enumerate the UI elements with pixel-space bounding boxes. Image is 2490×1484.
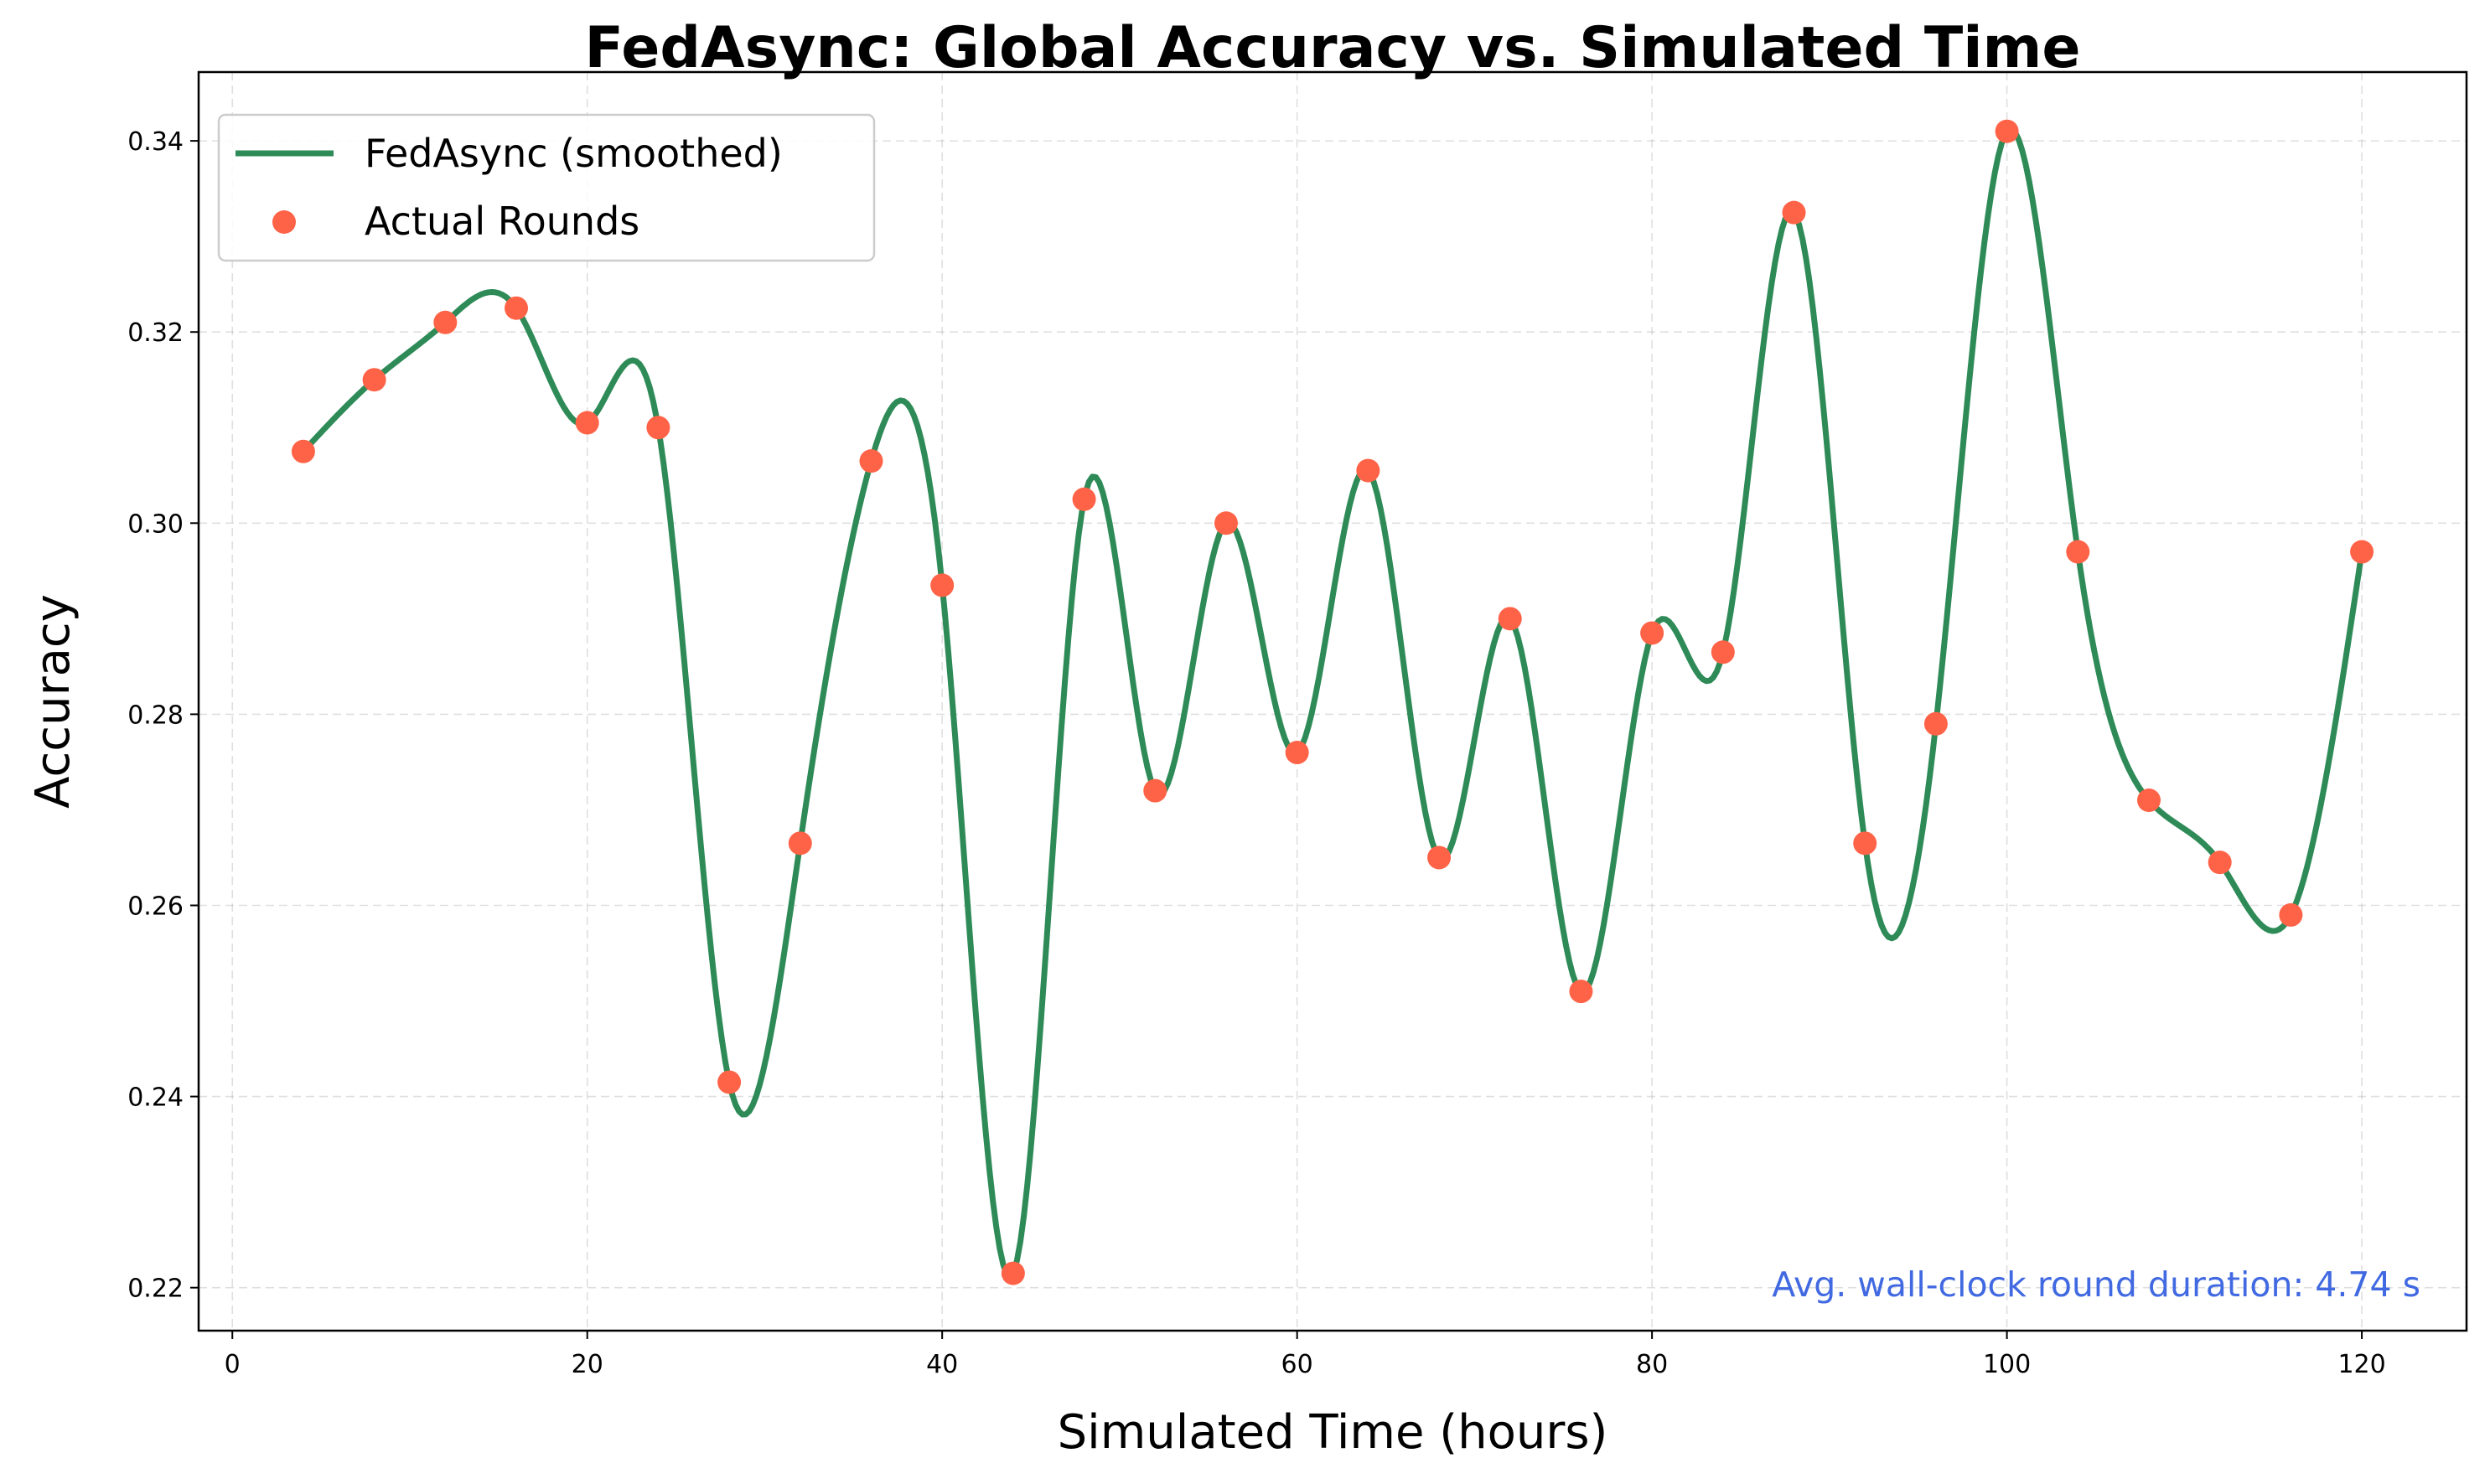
round-point: [2136, 789, 2161, 813]
x-axis-ticks: 0 20 40 60 80 100 120: [225, 1331, 2386, 1379]
round-point: [1640, 621, 1664, 645]
round-point: [433, 310, 458, 334]
round-point: [2208, 851, 2232, 875]
round-point: [1214, 511, 1238, 535]
round-point: [1569, 980, 1593, 1004]
y-tick-label: 0.32: [127, 318, 184, 348]
x-axis-label: Simulated Time (hours): [1058, 1405, 1608, 1460]
legend-label-rounds: Actual Rounds: [365, 199, 639, 244]
grid: [199, 72, 2467, 1331]
x-tick-label: 0: [225, 1350, 241, 1379]
legend-label-smoothed: FedAsync (smoothed): [365, 131, 783, 176]
round-point: [291, 439, 315, 463]
x-tick-label: 120: [2337, 1350, 2385, 1379]
round-point: [930, 573, 955, 597]
round-point: [2066, 540, 2090, 564]
round-point: [362, 368, 386, 392]
y-axis-label: Accuracy: [26, 594, 80, 809]
x-tick-label: 60: [1281, 1350, 1313, 1379]
round-point: [717, 1070, 742, 1094]
round-point: [1995, 119, 2019, 143]
round-point: [788, 831, 812, 856]
y-axis-ticks: 0.22 0.24 0.26 0.28 0.30 0.32 0.34: [127, 127, 199, 1304]
plot-area: [291, 119, 2374, 1285]
x-tick-label: 100: [1983, 1350, 2031, 1379]
round-point: [1782, 200, 1806, 225]
round-point: [859, 449, 883, 473]
y-tick-label: 0.28: [127, 701, 184, 730]
axes-frame: [197, 70, 2468, 1332]
round-point: [1427, 845, 1452, 870]
round-point: [646, 416, 670, 440]
round-point: [1072, 487, 1096, 511]
x-tick-label: 20: [572, 1350, 603, 1379]
round-point: [1853, 831, 1877, 856]
legend-dot-swatch: [272, 210, 296, 234]
y-tick-label: 0.30: [127, 509, 184, 539]
y-tick-label: 0.24: [127, 1083, 184, 1113]
round-duration-annotation: Avg. wall-clock round duration: 4.74 s: [1772, 1264, 2420, 1305]
round-point: [1143, 778, 1167, 803]
y-tick-label: 0.26: [127, 892, 184, 921]
round-point: [575, 411, 599, 435]
round-point: [505, 296, 529, 320]
y-tick-label: 0.22: [127, 1275, 184, 1304]
round-point: [1285, 741, 1309, 765]
chart-title: FedAsync: Global Accuracy vs. Simulated …: [585, 15, 2081, 81]
legend: FedAsync (smoothed) Actual Rounds: [217, 113, 876, 262]
y-tick-label: 0.34: [127, 127, 184, 157]
x-tick-label: 80: [1636, 1350, 1668, 1379]
round-point: [1923, 711, 1948, 736]
legend-box: [217, 113, 876, 262]
round-point: [1356, 458, 1380, 483]
round-point: [1498, 607, 1522, 631]
x-tick-label: 40: [926, 1350, 958, 1379]
smoothed-accuracy-line: [300, 126, 2365, 1280]
round-point: [1711, 640, 1735, 664]
round-point: [1001, 1261, 1025, 1285]
round-point: [2279, 902, 2303, 927]
series-layer: [291, 119, 2374, 1285]
round-point: [2350, 540, 2374, 564]
